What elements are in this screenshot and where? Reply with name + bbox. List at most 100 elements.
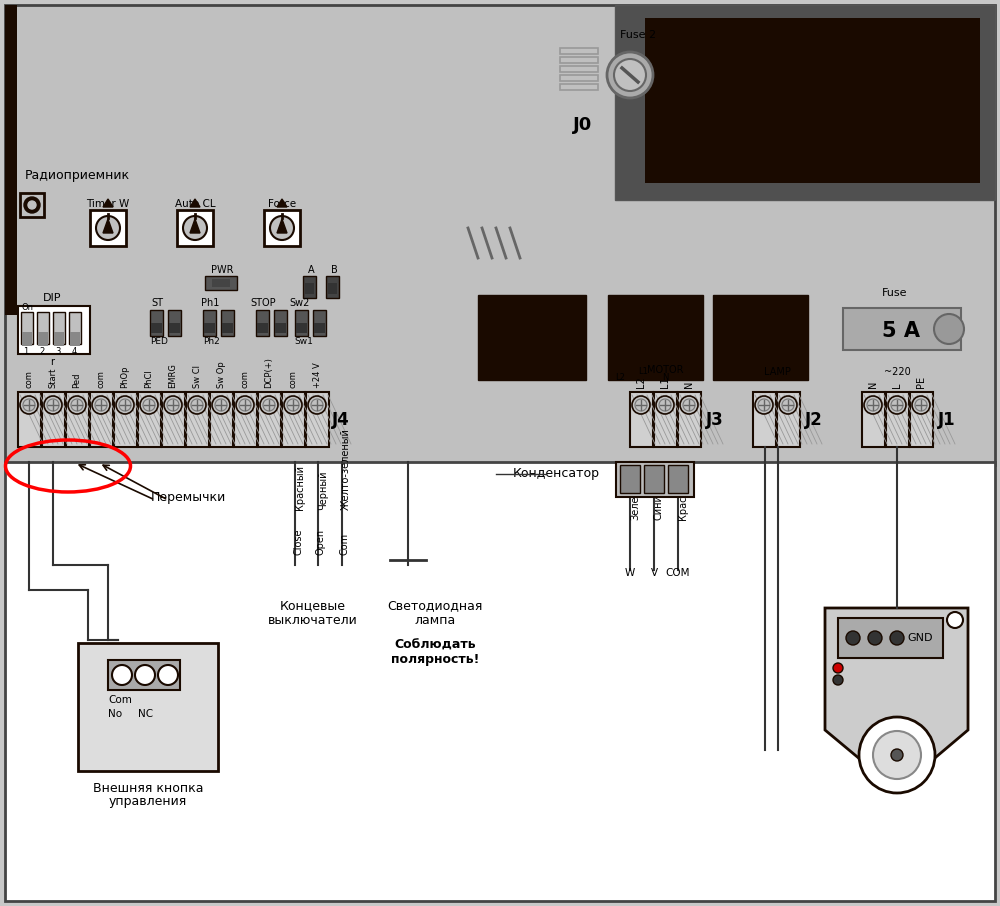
Circle shape — [635, 399, 647, 411]
Circle shape — [260, 396, 278, 414]
Polygon shape — [825, 608, 968, 790]
Circle shape — [859, 717, 935, 793]
Bar — [282, 392, 305, 447]
Circle shape — [659, 399, 671, 411]
Text: r: r — [50, 357, 54, 367]
Text: PE: PE — [916, 376, 926, 388]
Bar — [560, 57, 598, 63]
Text: 3: 3 — [55, 348, 61, 356]
Text: J2: J2 — [805, 411, 823, 429]
Circle shape — [833, 663, 843, 673]
Circle shape — [116, 396, 134, 414]
Bar — [22, 332, 32, 346]
Circle shape — [140, 396, 158, 414]
Bar — [114, 392, 137, 447]
Bar — [54, 332, 64, 346]
Text: L: L — [892, 382, 902, 388]
Text: 4: 4 — [71, 348, 77, 356]
Text: лампа: лампа — [414, 613, 456, 627]
Text: V: V — [650, 568, 658, 578]
Circle shape — [890, 631, 904, 645]
Text: Sw2: Sw2 — [290, 298, 310, 308]
Circle shape — [888, 396, 906, 414]
Bar — [177, 210, 213, 246]
Text: N: N — [868, 381, 878, 388]
Circle shape — [632, 396, 650, 414]
Text: 2: 2 — [39, 348, 45, 356]
Circle shape — [95, 399, 107, 411]
Bar — [204, 323, 215, 333]
Circle shape — [239, 399, 251, 411]
Bar — [20, 193, 44, 217]
Text: DIP: DIP — [43, 293, 61, 303]
Text: Timer W: Timer W — [86, 199, 130, 209]
Bar — [328, 283, 337, 294]
Text: W: W — [625, 568, 635, 578]
Bar — [222, 323, 233, 333]
Circle shape — [191, 399, 203, 411]
Circle shape — [71, 399, 83, 411]
Text: L1: L1 — [638, 368, 648, 377]
Circle shape — [158, 665, 178, 685]
Bar — [644, 465, 664, 493]
Polygon shape — [277, 219, 287, 233]
Circle shape — [44, 396, 62, 414]
Bar — [5, 5, 995, 465]
Bar — [138, 392, 161, 447]
Text: Светодиодная: Светодиодная — [387, 600, 483, 612]
Text: Fuse: Fuse — [882, 288, 908, 298]
Bar — [838, 618, 943, 658]
Bar — [70, 332, 80, 346]
Text: управления: управления — [109, 795, 187, 808]
Bar — [256, 310, 269, 336]
Circle shape — [873, 731, 921, 779]
Text: N: N — [684, 381, 694, 388]
Bar — [910, 392, 933, 447]
Text: com: com — [96, 371, 106, 388]
Text: Open: Open — [316, 529, 326, 555]
Circle shape — [912, 396, 930, 414]
Text: STOP: STOP — [250, 298, 276, 308]
Text: Желто-зеленый: Желто-зеленый — [341, 429, 351, 510]
Circle shape — [311, 399, 323, 411]
Text: выключатели: выключатели — [268, 613, 358, 627]
Bar — [620, 465, 640, 493]
Bar — [234, 392, 257, 447]
Bar — [151, 323, 162, 333]
Bar — [886, 392, 909, 447]
Bar — [313, 310, 326, 336]
Circle shape — [308, 396, 326, 414]
Bar — [616, 462, 694, 497]
Text: MOTOR: MOTOR — [647, 365, 683, 375]
Text: J1: J1 — [938, 411, 956, 429]
Text: Концевые: Концевые — [280, 600, 346, 612]
Bar — [203, 310, 216, 336]
Bar — [314, 323, 325, 333]
Text: Конденсатор: Конденсатор — [513, 467, 600, 480]
Text: Ph2: Ph2 — [204, 338, 220, 346]
Text: Com: Com — [340, 533, 350, 555]
Bar — [274, 310, 287, 336]
Text: PhOp: PhOp — [120, 365, 130, 388]
Circle shape — [24, 197, 40, 213]
Text: L2: L2 — [615, 373, 625, 382]
Circle shape — [915, 399, 927, 411]
Bar — [615, 5, 995, 200]
Text: B: B — [331, 265, 337, 275]
Circle shape — [683, 399, 695, 411]
Circle shape — [212, 396, 230, 414]
Bar — [78, 643, 218, 771]
Text: Sw Op: Sw Op — [216, 361, 226, 388]
Circle shape — [263, 399, 275, 411]
Circle shape — [891, 399, 903, 411]
Bar — [162, 392, 185, 447]
Circle shape — [868, 631, 882, 645]
Text: Соблюдать: Соблюдать — [394, 639, 476, 651]
Text: A: A — [308, 265, 314, 275]
Bar — [258, 392, 281, 447]
Text: com: com — [24, 371, 34, 388]
Circle shape — [96, 216, 120, 240]
Text: L2: L2 — [636, 376, 646, 388]
Text: L1: L1 — [660, 376, 670, 388]
Bar — [645, 18, 980, 183]
